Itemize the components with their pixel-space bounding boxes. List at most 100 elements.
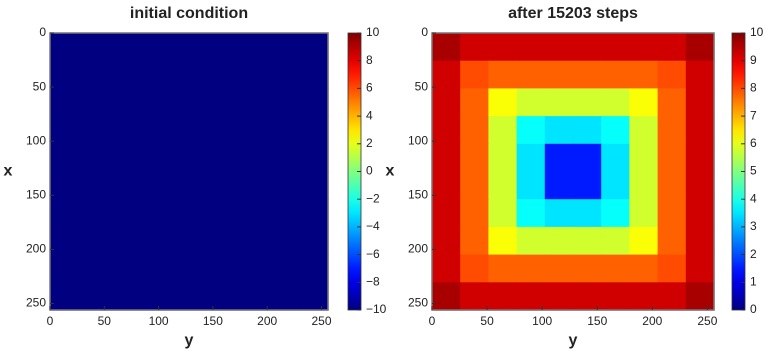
heatmap-cell (50, 254, 79, 283)
x-tick-label: 100 (149, 314, 169, 328)
heatmap-cell (488, 226, 518, 256)
colorbar-tick-label: 5 (750, 164, 757, 178)
heatmap-cell (516, 171, 546, 200)
heatmap-cell (133, 282, 162, 311)
heatmap-cell (244, 254, 273, 283)
heatmap-cell (629, 60, 659, 89)
y-tick-label: 150 (26, 187, 46, 201)
colorbar-tick-label: 2 (366, 136, 373, 150)
colorbar-tick-label: 7 (750, 108, 757, 122)
heatmap-cell (601, 254, 630, 283)
heatmap-cell (272, 171, 301, 200)
colorbar-tick-label: 0 (750, 302, 757, 316)
heatmap-cell (272, 33, 301, 62)
colorbar-tick-label: 10 (750, 25, 764, 39)
heatmap-cell (50, 143, 79, 173)
heatmap-cell (657, 171, 687, 200)
y-tick-label: 50 (33, 79, 47, 93)
y-tick-label: 250 (408, 296, 428, 310)
heatmap-cell (105, 60, 134, 89)
x-tick-label: 250 (311, 314, 331, 328)
heatmap-cell (516, 33, 546, 62)
heatmap-cell (432, 143, 461, 173)
heatmap-cell (544, 254, 574, 283)
heatmap-cell (629, 199, 659, 228)
heatmap-cell (601, 143, 630, 173)
x-tick-label: 0 (47, 314, 54, 328)
colorbar-tick-label: −6 (366, 247, 380, 261)
heatmap-cell (685, 171, 715, 200)
heatmap-cell (657, 116, 687, 145)
x-tick-label: 250 (697, 314, 717, 328)
heatmap-cell (105, 254, 134, 283)
heatmap-cell (244, 226, 273, 256)
heatmap-cell (685, 143, 715, 173)
heatmap-cell (244, 199, 273, 228)
x-tick-label: 150 (203, 314, 223, 328)
heatmap-cell (133, 226, 162, 256)
heatmap-cell (544, 171, 574, 200)
heatmap-cell (573, 60, 602, 89)
colorbar-tick-label: 4 (366, 108, 373, 122)
colorbar-tick-label: −2 (366, 191, 380, 205)
heatmap-cell (105, 171, 134, 200)
heatmap-cell (161, 226, 190, 256)
heatmap-cell (488, 60, 518, 89)
heatmap-cell (601, 88, 630, 117)
heatmap-cell (216, 88, 246, 117)
heatmap-cell (133, 88, 162, 117)
heatmap-cell (629, 116, 659, 145)
heatmap-cell (573, 116, 602, 145)
heatmap-cell (272, 254, 301, 283)
heatmap-cell (244, 116, 273, 145)
heatmap-cell (50, 88, 79, 117)
heatmap-cell (657, 143, 687, 173)
heatmap-cell (516, 199, 546, 228)
heatmap-cell (77, 33, 107, 62)
heatmap-cell (601, 116, 630, 145)
heatmap-cell (432, 226, 461, 256)
heatmap-cell (105, 143, 134, 173)
heatmap-cell (573, 199, 602, 228)
x-tick-label: 50 (98, 314, 112, 328)
heatmap-cell (77, 254, 107, 283)
colorbar-tick-label: −4 (366, 219, 380, 233)
heatmap-cell (629, 254, 659, 283)
heatmap-cell (629, 282, 659, 311)
heatmap-cell (133, 254, 162, 283)
heatmap-cell (216, 254, 246, 283)
heatmap-cell (488, 33, 518, 62)
heatmap-cell (629, 171, 659, 200)
heatmap-cell (133, 171, 162, 200)
heatmap-cell (50, 171, 79, 200)
heatmap-cell (516, 60, 546, 89)
colorbar-tick-label: 8 (366, 53, 373, 67)
heatmap-cell (133, 199, 162, 228)
heatmap-cell (601, 226, 630, 256)
heatmap-cell (244, 33, 273, 62)
plot-frame (49, 32, 329, 311)
chart-title: after 15203 steps (508, 5, 638, 22)
heatmap-cell (133, 143, 162, 173)
y-tick-label: 100 (26, 133, 46, 147)
heatmap-cell (657, 60, 687, 89)
colorbar-tick-label: 0 (366, 164, 373, 178)
y-axis-label: x (4, 163, 13, 180)
heatmap-cell (460, 171, 489, 200)
heatmap-cell (300, 88, 329, 117)
heatmap-cell (544, 143, 574, 173)
heatmap-cell (244, 171, 273, 200)
heatmap-cell (601, 199, 630, 228)
heatmap-cell (244, 88, 273, 117)
heatmap-cell (657, 88, 687, 117)
heatmap-cell (460, 143, 489, 173)
heatmap-cell (432, 33, 461, 62)
heatmap-cell (244, 143, 273, 173)
heatmap-cell (685, 88, 715, 117)
heatmap-cell (216, 33, 246, 62)
heatmap-cell (573, 282, 602, 311)
heatmap-cell (272, 226, 301, 256)
heatmap-cell (460, 282, 489, 311)
heatmap-cell (161, 88, 190, 117)
heatmap-cell (573, 254, 602, 283)
